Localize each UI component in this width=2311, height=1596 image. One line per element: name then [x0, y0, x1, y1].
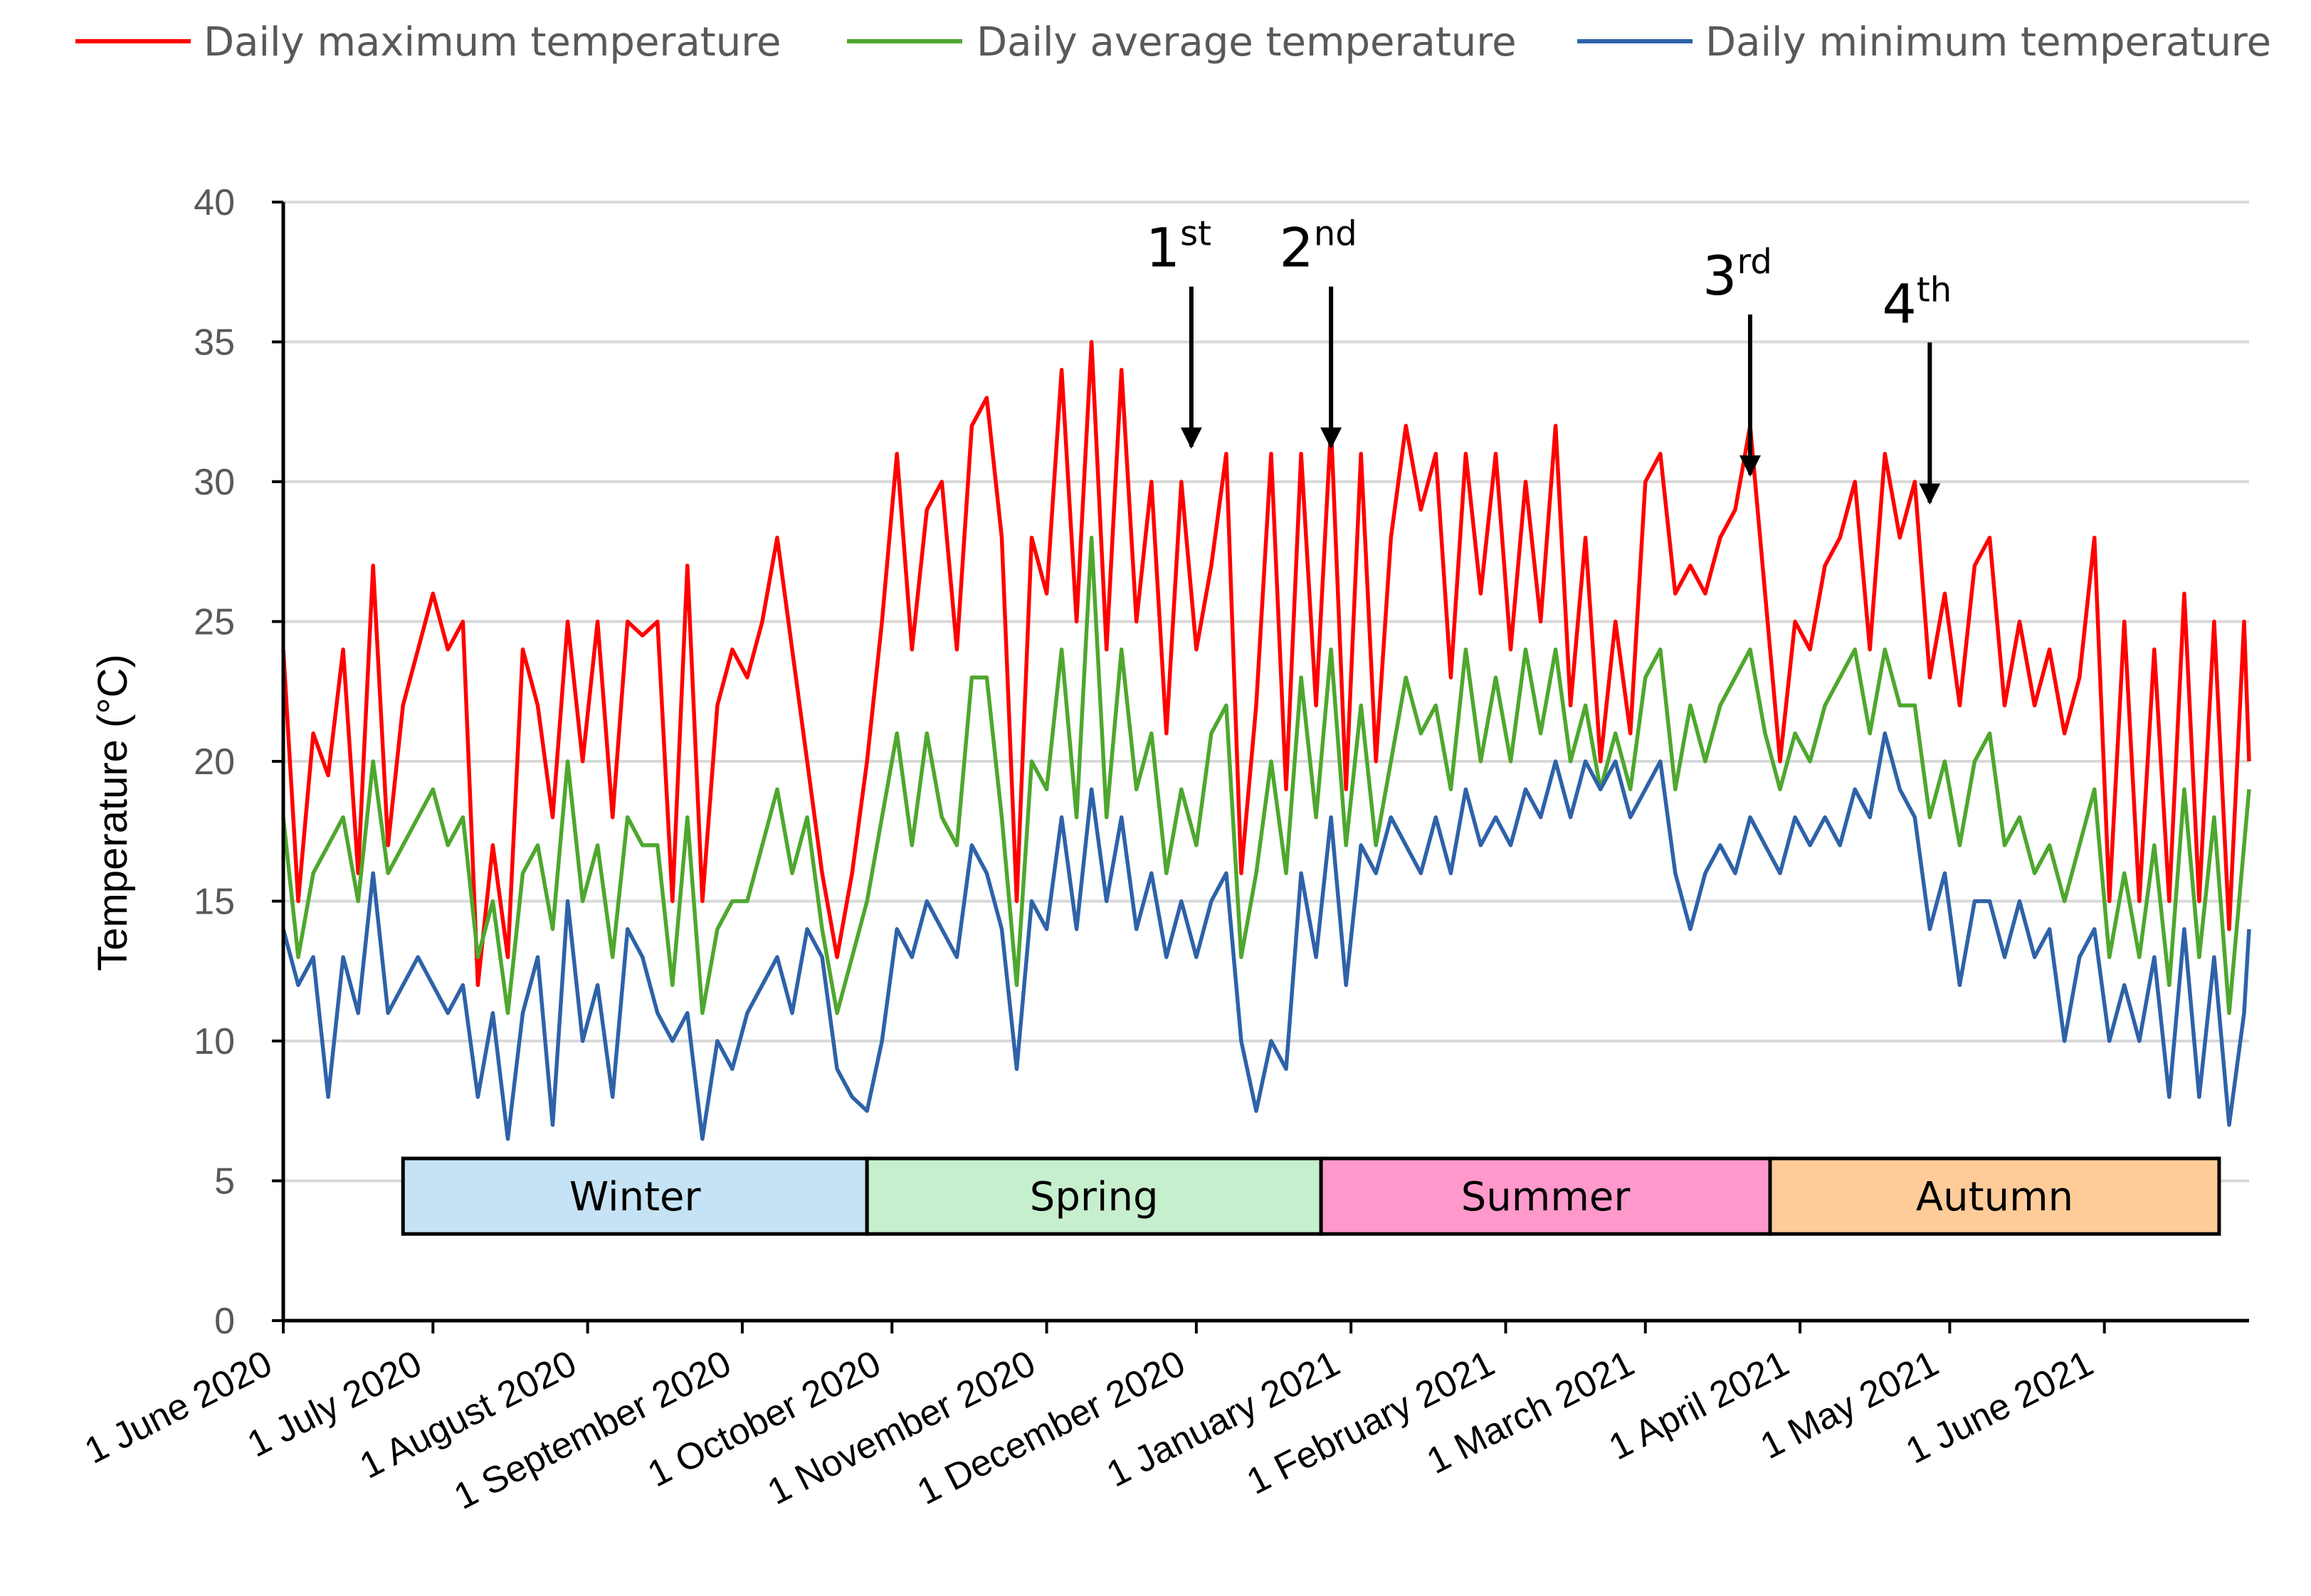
- y-tick-label: 0: [214, 1301, 235, 1342]
- axes: [272, 201, 2249, 1333]
- series-line-max: [281, 339, 2251, 988]
- annotation-suffix: rd: [1737, 242, 1772, 282]
- y-tick-label: 25: [194, 602, 235, 643]
- y-axis-title: Temperature (°C): [90, 654, 136, 971]
- annotation-number: 3: [1702, 244, 1737, 307]
- y-tick-label: 35: [194, 322, 235, 364]
- y-tick-label: 20: [194, 741, 235, 783]
- series-line-min: [281, 731, 2251, 1141]
- season-label: Winter: [569, 1174, 702, 1220]
- y-tick-label: 15: [194, 882, 235, 923]
- series-lines: [281, 339, 2251, 1141]
- y-tick-label: 40: [194, 182, 235, 223]
- y-tick-label: 30: [194, 462, 235, 503]
- y-tick-label: 5: [214, 1161, 235, 1203]
- annotation-number: 2: [1280, 216, 1314, 280]
- legend-label-avg: Daily average temperature: [976, 19, 1517, 65]
- season-label: Spring: [1030, 1174, 1159, 1220]
- annotation-label: 1st: [1146, 214, 1211, 280]
- legend-label-max: Daily maximum temperature: [204, 19, 781, 65]
- legend: Daily maximum temperature Daily average …: [75, 19, 2271, 65]
- y-tick-label: 10: [194, 1021, 235, 1062]
- y-tick-labels: 0 5 10 15 20 25 30 35 40: [194, 182, 235, 1342]
- season-bands: Winter Spring Summer Autumn: [401, 1156, 2221, 1236]
- annotation-number: 4: [1883, 272, 1917, 335]
- series-line-avg: [281, 535, 2251, 1015]
- annotation-label: 2nd: [1280, 214, 1357, 280]
- season-band: [1768, 1156, 2221, 1236]
- annotation-number: 1: [1146, 216, 1180, 280]
- annotation-label: 4th: [1883, 270, 1952, 335]
- annotation-label: 3rd: [1702, 242, 1772, 307]
- annotations: 1st 2nd 3rd 4th: [1146, 214, 1952, 505]
- annotation-suffix: nd: [1314, 214, 1357, 254]
- season-label: Autumn: [1916, 1174, 2073, 1220]
- season-label: Summer: [1461, 1174, 1631, 1220]
- legend-label-min: Daily minimum temperature: [1705, 19, 2271, 65]
- annotation-suffix: st: [1180, 214, 1211, 254]
- annotation-suffix: th: [1917, 270, 1952, 310]
